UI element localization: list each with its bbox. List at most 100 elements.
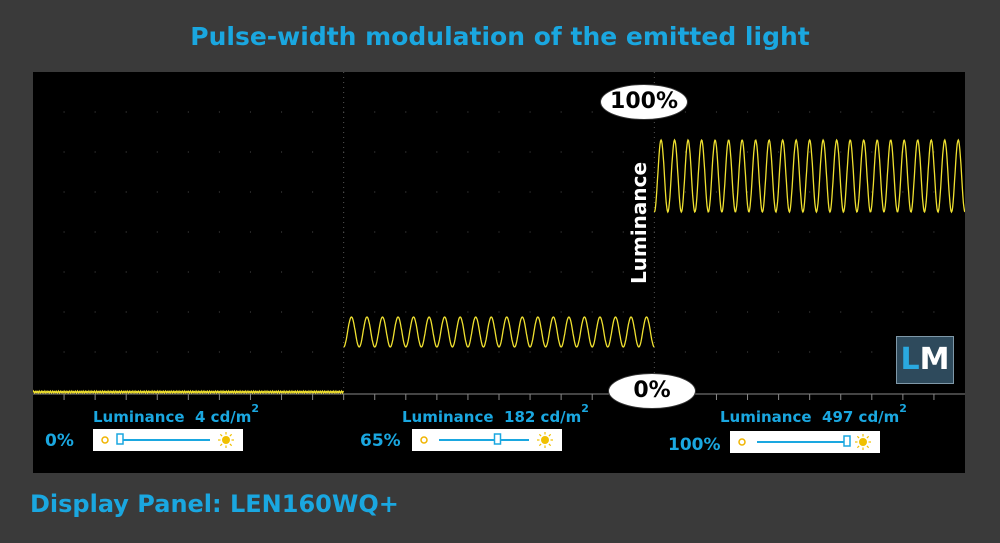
grid-dot xyxy=(746,351,749,353)
sun-ray xyxy=(538,433,542,437)
grid-dot xyxy=(436,191,438,193)
bottom-level-badge: 0% xyxy=(608,373,696,409)
grid-dot xyxy=(840,351,842,353)
grid-dot xyxy=(933,191,935,193)
grid-dot xyxy=(156,231,158,233)
grid-dot xyxy=(871,111,873,113)
grid-dot xyxy=(125,231,127,233)
grid-dot xyxy=(746,151,749,153)
grid-dot xyxy=(94,111,96,113)
grid-dot xyxy=(715,191,718,193)
slider-knob xyxy=(493,433,502,445)
logo-letter-l: L xyxy=(900,342,920,377)
grid-dot xyxy=(125,111,127,113)
grid-dot xyxy=(809,351,811,353)
grid-dot xyxy=(715,311,718,313)
grid-dot xyxy=(871,311,873,313)
grid-dot xyxy=(809,231,811,233)
grid-dot xyxy=(249,111,252,113)
grid-dot xyxy=(374,151,376,153)
grid-dot xyxy=(498,231,500,233)
unit-exponent: 2 xyxy=(581,402,589,415)
grid-dot xyxy=(467,111,469,113)
grid-dot xyxy=(467,231,469,233)
grid-dot xyxy=(871,191,873,193)
grid-dot xyxy=(249,351,252,353)
segment-2-level: 100% xyxy=(668,435,721,455)
grid-dot xyxy=(249,311,252,313)
grid-dot xyxy=(622,311,624,313)
grid-dot xyxy=(498,351,500,353)
grid-dot xyxy=(467,151,469,153)
grid-dot xyxy=(809,311,811,313)
grid-dot xyxy=(280,191,283,193)
grid-dot xyxy=(94,151,96,153)
sun-ray xyxy=(548,443,552,447)
grid-dot xyxy=(746,191,749,193)
sun-ray xyxy=(229,443,233,447)
grid-dot xyxy=(498,271,500,273)
dim-sun-icon xyxy=(101,436,109,444)
segment-0-brightness-slider xyxy=(93,429,243,451)
grid-dot xyxy=(280,311,283,313)
grid-dot xyxy=(871,351,873,353)
grid-dot xyxy=(715,111,718,113)
grid-dot xyxy=(156,271,158,273)
grid-dot xyxy=(125,271,127,273)
grid-dot xyxy=(840,271,842,273)
segment-0-level: 0% xyxy=(45,431,74,451)
grid-dot xyxy=(187,271,189,273)
grid-dot xyxy=(840,151,842,153)
grid-dot xyxy=(187,151,189,153)
grid-dot xyxy=(63,151,65,153)
grid-dot xyxy=(374,191,376,193)
grid-dot xyxy=(715,271,718,273)
chart-title: Pulse-width modulation of the emitted li… xyxy=(190,22,810,51)
segment-2-brightness-slider xyxy=(730,431,880,453)
grid-dot xyxy=(560,351,562,353)
grid-dot xyxy=(405,351,407,353)
grid-dot xyxy=(187,191,189,193)
segment-2-luminance: Luminance 497 cd/m2 xyxy=(720,402,907,426)
grid-dot xyxy=(809,151,811,153)
luminance-value: 182 cd/m xyxy=(504,408,582,426)
grid-dot xyxy=(809,271,811,273)
grid-dot xyxy=(902,191,904,193)
grid-dot xyxy=(467,311,469,313)
grid-dot xyxy=(249,231,252,233)
grid-dot xyxy=(684,111,687,113)
grid-dot xyxy=(715,351,718,353)
grid-dot xyxy=(280,351,283,353)
grid-dot xyxy=(405,151,407,153)
grid-dot xyxy=(156,111,158,113)
grid-dot xyxy=(405,191,407,193)
bright-sun-icon xyxy=(859,438,867,446)
grid-dot xyxy=(715,231,718,233)
grid-dot xyxy=(746,111,749,113)
grid-dot xyxy=(591,151,593,153)
grid-dot xyxy=(249,271,252,273)
grid-dot xyxy=(63,351,65,353)
grid-dot xyxy=(684,351,687,353)
sun-ray xyxy=(856,435,860,439)
grid-dot xyxy=(684,311,687,313)
grid-dot xyxy=(63,271,65,273)
sun-ray xyxy=(538,443,542,447)
grid-dot xyxy=(809,111,811,113)
grid-dot xyxy=(156,191,158,193)
grid-dot xyxy=(218,271,220,273)
grid-dot xyxy=(156,311,158,313)
grid-dot xyxy=(63,231,65,233)
grid-dot xyxy=(187,351,189,353)
grid-dot xyxy=(871,151,873,153)
grid-dot xyxy=(94,191,96,193)
grid-dot xyxy=(529,111,531,113)
sun-ray xyxy=(548,433,552,437)
grid-dot xyxy=(560,191,562,193)
pwm-trace-2 xyxy=(653,138,965,214)
grid-dot xyxy=(280,151,283,153)
display-panel-label: Display Panel: LEN160WQ+ xyxy=(30,490,399,518)
grid-dot xyxy=(125,151,127,153)
sun-ray xyxy=(219,433,223,437)
grid-dot xyxy=(436,311,438,313)
